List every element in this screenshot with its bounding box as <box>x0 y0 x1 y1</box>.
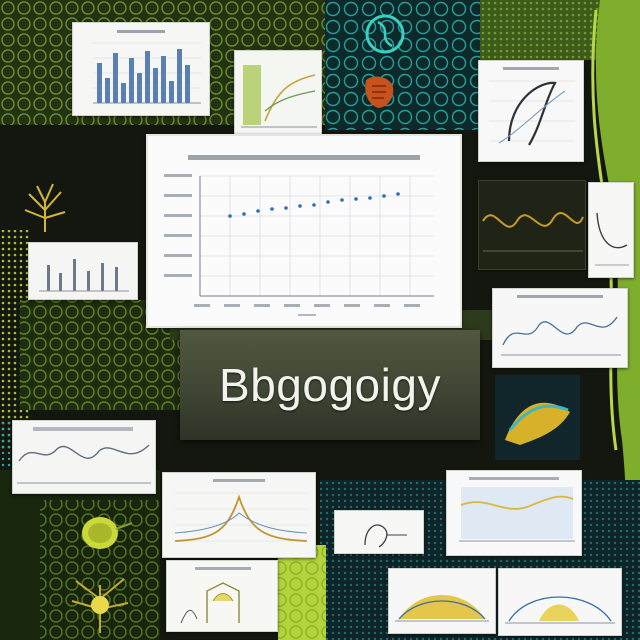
small-bar-chart-card <box>28 242 138 300</box>
dna-icon <box>365 14 405 54</box>
bar-chart-thumbnail <box>73 23 209 115</box>
cell-icon <box>365 76 394 108</box>
wave-chart-thumbnail <box>479 181 585 269</box>
leaf-icon <box>82 517 132 549</box>
side-curve-card <box>588 182 634 278</box>
trend-chart-card <box>492 288 628 368</box>
banner-word: Bbgogoigy <box>219 359 441 411</box>
side-curve-thumbnail <box>589 183 633 277</box>
sketch-thumbnail <box>335 511 423 553</box>
plant-sketch-thumbnail <box>167 561 277 631</box>
plant-icon <box>24 183 66 232</box>
curve-chart-card <box>478 60 584 162</box>
bar-chart-card <box>72 22 210 116</box>
main-line-chart <box>148 136 460 326</box>
dome-chart-card <box>498 568 622 636</box>
sketch-card <box>334 510 424 554</box>
gradient-chart-thumbnail <box>447 471 581 555</box>
line-chart-thumbnail <box>235 51 321 135</box>
peaks-chart-card <box>12 420 156 494</box>
dome-chart-thumbnail <box>389 569 495 633</box>
title-banner: Bbgogoigy <box>180 330 480 440</box>
trend-chart-thumbnail <box>493 289 627 367</box>
bell-chart-card <box>162 472 316 558</box>
line-chart-card <box>234 50 322 136</box>
curve-chart-thumbnail <box>479 61 583 161</box>
dome-chart-thumbnail <box>499 569 621 635</box>
plant-icon <box>71 578 129 633</box>
gradient-chart-card <box>446 470 582 556</box>
main-chart-card <box>146 134 462 328</box>
small-bar-chart-thumbnail <box>29 243 137 299</box>
wave-chart-card <box>478 180 586 270</box>
dome-chart-card <box>388 568 496 634</box>
peaks-chart-thumbnail <box>13 421 155 493</box>
bell-chart-thumbnail <box>163 473 315 557</box>
plant-sketch-card <box>166 560 278 632</box>
